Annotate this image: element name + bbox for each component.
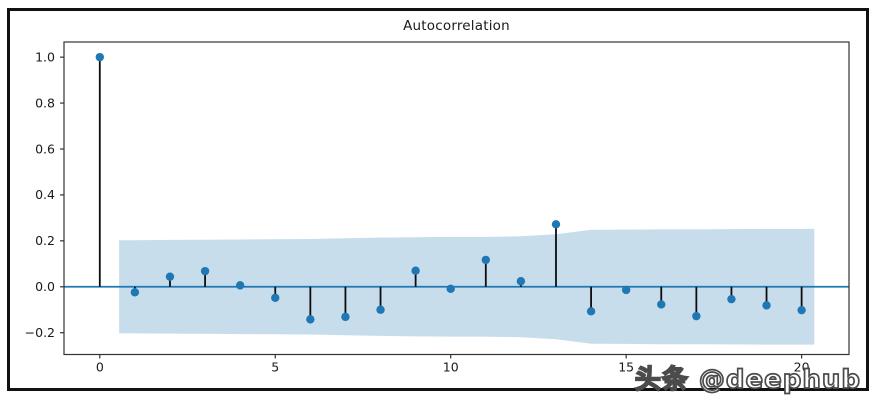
- acf-marker: [516, 277, 526, 286]
- acf-marker: [200, 266, 210, 276]
- acf-marker: [306, 315, 315, 324]
- y-tick-label: 1.0: [35, 49, 55, 64]
- acf-marker: [341, 312, 350, 322]
- acf-marker: [446, 284, 455, 294]
- y-tick-label: 0.0: [35, 279, 55, 294]
- y-tick-label: 0.6: [35, 141, 55, 156]
- x-tick-label: 5: [271, 360, 279, 375]
- axes-frame: [63, 41, 850, 356]
- acf-marker: [411, 266, 420, 275]
- acf-marker: [657, 300, 666, 309]
- acf-marker: [586, 307, 596, 316]
- x-tick-label: 20: [794, 360, 810, 375]
- y-tick-label: −0.2: [25, 325, 55, 340]
- acf-marker: [271, 293, 280, 302]
- acf-marker: [551, 220, 561, 229]
- acf-marker: [797, 305, 806, 315]
- acf-marker: [692, 311, 701, 321]
- acf-marker: [235, 281, 245, 290]
- y-tick-label: 0.4: [35, 187, 55, 202]
- watermark: 头条 @deephub: [634, 364, 861, 396]
- acf-marker: [481, 255, 491, 265]
- acf-marker: [621, 285, 631, 295]
- acf-marker: [727, 294, 736, 304]
- acf-marker: [130, 288, 140, 297]
- acf-marker: [376, 305, 385, 314]
- acf-marker: [165, 272, 175, 281]
- y-tick-label: 0.8: [35, 95, 55, 110]
- x-tick-label: 10: [443, 360, 459, 375]
- y-tick-label: 0.2: [35, 233, 55, 248]
- chart-title: Autocorrelation: [403, 18, 510, 34]
- x-tick-label: 0: [96, 360, 104, 375]
- x-tick-label: 15: [618, 360, 634, 375]
- acf-marker: [762, 301, 771, 310]
- acf-marker: [95, 52, 104, 62]
